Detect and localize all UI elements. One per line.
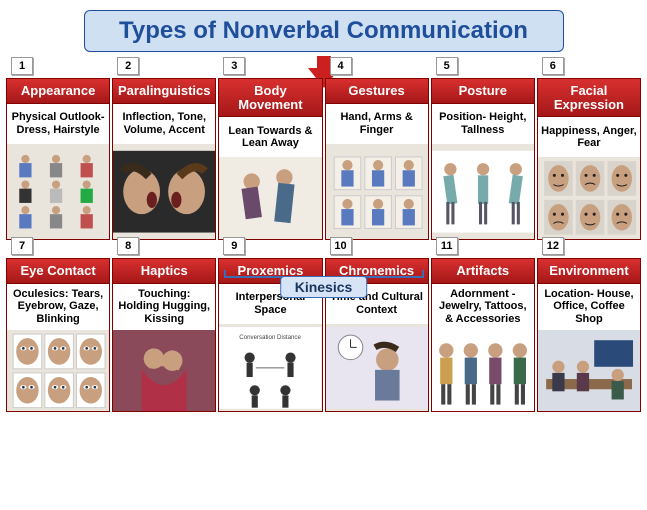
card-number: 10 bbox=[330, 237, 352, 255]
card-environment: 12EnvironmentLocation- House, Office, Co… bbox=[537, 258, 641, 412]
card-paralinguistics: 2ParalinguisticsInflection, Tone, Volume… bbox=[112, 78, 216, 240]
card-illustration bbox=[326, 144, 428, 239]
card-illustration bbox=[538, 330, 640, 412]
kinesics-label: Kinesics bbox=[280, 276, 368, 298]
card-number: 1 bbox=[11, 57, 33, 75]
card-title: Artifacts bbox=[432, 259, 534, 284]
card-illustration bbox=[7, 144, 109, 239]
card-title: Appearance bbox=[7, 79, 109, 104]
card-facial-expression: 6Facial ExpressionHappiness, Anger, Fear bbox=[537, 78, 641, 240]
card-eye-contact: 7Eye ContactOculesics: Tears, Eyebrow, G… bbox=[6, 258, 110, 412]
card-illustration bbox=[326, 324, 428, 412]
card-artifacts: 11ArtifactsAdornment - Jewelry, Tattoos,… bbox=[431, 258, 535, 412]
card-title: Gestures bbox=[326, 79, 428, 104]
card-description: Location- House, Office, Coffee Shop bbox=[538, 284, 640, 330]
card-title: Eye Contact bbox=[7, 259, 109, 284]
card-illustration bbox=[432, 330, 534, 412]
card-illustration bbox=[538, 157, 640, 239]
card-number: 4 bbox=[330, 57, 352, 75]
card-number: 2 bbox=[117, 57, 139, 75]
card-number: 3 bbox=[223, 57, 245, 75]
card-description: Touching: Holding Hugging, Kissing bbox=[113, 284, 215, 330]
card-appearance: 1AppearancePhysical Outlook- Dress, Hair… bbox=[6, 78, 110, 240]
card-title: Body Movement bbox=[219, 79, 321, 117]
card-title: Environment bbox=[538, 259, 640, 284]
card-illustration bbox=[219, 157, 321, 239]
card-illustration bbox=[432, 144, 534, 239]
card-description: Happiness, Anger, Fear bbox=[538, 117, 640, 157]
card-description: Physical Outlook- Dress, Hairstyle bbox=[7, 104, 109, 144]
card-number: 12 bbox=[542, 237, 564, 255]
card-title: Paralinguistics bbox=[113, 79, 215, 104]
card-number: 5 bbox=[436, 57, 458, 75]
card-body-movement: 3Body MovementLean Towards & Lean Away bbox=[218, 78, 322, 240]
card-description: Oculesics: Tears, Eyebrow, Gaze, Blinkin… bbox=[7, 284, 109, 330]
card-title: Haptics bbox=[113, 259, 215, 284]
card-illustration bbox=[113, 330, 215, 412]
card-illustration bbox=[113, 144, 215, 239]
card-description: Inflection, Tone, Volume, Accent bbox=[113, 104, 215, 144]
card-number: 7 bbox=[11, 237, 33, 255]
card-title: Posture bbox=[432, 79, 534, 104]
card-haptics: 8HapticsTouching: Holding Hugging, Kissi… bbox=[112, 258, 216, 412]
card-gestures: 4GesturesHand, Arms & Finger bbox=[325, 78, 429, 240]
card-number: 8 bbox=[117, 237, 139, 255]
card-illustration bbox=[7, 330, 109, 412]
row-1: 1AppearancePhysical Outlook- Dress, Hair… bbox=[0, 78, 647, 240]
card-number: 11 bbox=[436, 237, 458, 255]
card-description: Lean Towards & Lean Away bbox=[219, 117, 321, 157]
card-number: 6 bbox=[542, 57, 564, 75]
card-title: Facial Expression bbox=[538, 79, 640, 117]
card-description: Hand, Arms & Finger bbox=[326, 104, 428, 144]
card-number: 9 bbox=[223, 237, 245, 255]
card-posture: 5PosturePosition- Height, Tallness bbox=[431, 78, 535, 240]
main-title: Types of Nonverbal Communication bbox=[84, 10, 564, 52]
card-description: Adornment - Jewelry, Tattoos, & Accessor… bbox=[432, 284, 534, 330]
card-illustration: Conversation Distance bbox=[219, 324, 321, 412]
svg-text:Conversation Distance: Conversation Distance bbox=[240, 334, 302, 341]
card-description: Position- Height, Tallness bbox=[432, 104, 534, 144]
